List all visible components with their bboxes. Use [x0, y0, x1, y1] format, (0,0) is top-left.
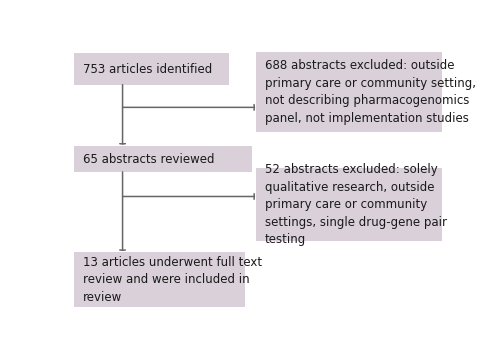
Text: 13 articles underwent full text
review and were included in
review: 13 articles underwent full text review a…: [82, 256, 262, 304]
FancyBboxPatch shape: [74, 146, 252, 172]
FancyBboxPatch shape: [74, 53, 229, 85]
FancyBboxPatch shape: [256, 168, 442, 241]
Text: 688 abstracts excluded: outside
primary care or community setting,
not describin: 688 abstracts excluded: outside primary …: [265, 59, 476, 125]
Text: 753 articles identified: 753 articles identified: [82, 63, 212, 75]
FancyBboxPatch shape: [74, 252, 244, 307]
Text: 52 abstracts excluded: solely
qualitative research, outside
primary care or comm: 52 abstracts excluded: solely qualitativ…: [265, 163, 447, 246]
Text: 65 abstracts reviewed: 65 abstracts reviewed: [82, 153, 214, 166]
FancyBboxPatch shape: [256, 52, 442, 132]
